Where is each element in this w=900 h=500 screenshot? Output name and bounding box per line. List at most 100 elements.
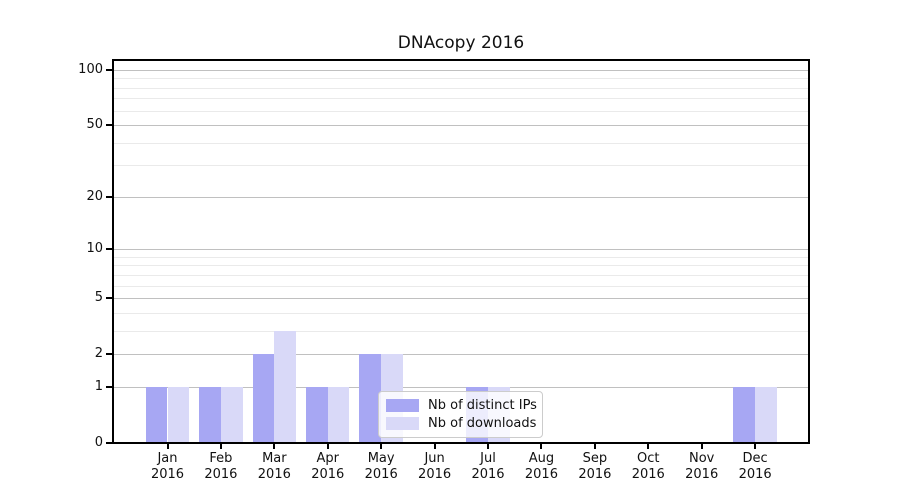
x-tick-year: 2016 [631, 467, 665, 482]
gridline-minor [114, 312, 808, 314]
x-tick-mark [273, 444, 276, 449]
x-tick-month: Sep [582, 451, 608, 466]
x-tick-label: Jan 2016 [138, 451, 198, 483]
legend: Nb of distinct IPs Nb of downloads [378, 391, 543, 438]
x-tick-year: 2016 [311, 467, 345, 482]
legend-item: Nb of downloads [386, 415, 537, 432]
x-tick-label: Apr 2016 [298, 451, 358, 483]
y-tick-label: 2 [94, 346, 103, 362]
x-tick-month: Nov [689, 451, 715, 466]
bar-distinct-ips [359, 354, 382, 442]
bar-distinct-ips [252, 354, 275, 442]
gridline-minor [114, 110, 808, 112]
x-tick-year: 2016 [418, 467, 452, 482]
chart-title: DNAcopy 2016 [397, 33, 525, 53]
legend-swatch-downloads [386, 417, 419, 430]
x-tick-month: May [367, 451, 395, 466]
bar-downloads [755, 386, 777, 442]
x-tick-label: Jul 2016 [458, 451, 518, 483]
x-tick-year: 2016 [471, 467, 505, 482]
x-tick-month: Oct [637, 451, 660, 466]
x-tick-label: Oct 2016 [618, 451, 678, 483]
gridline-minor [114, 330, 808, 332]
x-tick-year: 2016 [257, 467, 291, 482]
y-tick-label: 0 [94, 435, 103, 450]
legend-label: Nb of downloads [428, 416, 537, 431]
legend-label: Nb of distinct IPs [428, 398, 537, 413]
x-tick-month: Jul [480, 451, 496, 466]
x-tick-year: 2016 [150, 467, 185, 482]
x-tick-label: Aug 2016 [511, 451, 571, 483]
bar-distinct-ips [145, 386, 168, 442]
gridline-minor [114, 274, 808, 276]
x-tick-label: May 2016 [351, 451, 411, 483]
x-tick-mark [593, 444, 596, 449]
x-tick-mark [433, 444, 436, 449]
legend-swatch-distinct-ips [386, 399, 419, 412]
gridline-minor [114, 285, 808, 287]
y-tick-mark [106, 248, 112, 251]
gridline-minor [114, 78, 808, 80]
y-tick-mark [106, 124, 112, 127]
x-tick-label: Dec 2016 [725, 451, 785, 483]
x-tick-mark [647, 444, 650, 449]
x-tick-label: Mar 2016 [244, 451, 304, 483]
x-tick-month: Feb [209, 451, 233, 466]
x-tick-month: Apr [316, 451, 340, 466]
x-tick-year: 2016 [204, 467, 238, 482]
x-tick-year: 2016 [578, 467, 612, 482]
gridline-major [114, 298, 808, 300]
bar-downloads [327, 386, 350, 442]
y-tick-mark [106, 353, 112, 356]
gridline-minor [114, 142, 808, 144]
x-tick-year: 2016 [685, 467, 719, 482]
bar-downloads [220, 386, 243, 442]
x-tick-label: Sep 2016 [565, 451, 625, 483]
gridline-major [114, 125, 808, 127]
x-tick-label: Jun 2016 [405, 451, 465, 483]
x-tick-mark [380, 444, 383, 449]
y-tick-mark [106, 68, 112, 71]
gridline-minor [114, 87, 808, 89]
x-tick-month: Jun [424, 451, 445, 466]
x-tick-mark [326, 444, 329, 449]
x-tick-month: Mar [262, 451, 287, 466]
x-tick-mark [700, 444, 703, 449]
gridline-major [114, 354, 808, 356]
x-tick-label: Feb 2016 [191, 451, 251, 483]
bar-downloads [274, 330, 297, 442]
y-tick-mark [106, 385, 112, 388]
y-tick-mark [106, 195, 112, 198]
y-tick-label: 100 [78, 61, 103, 77]
gridline-minor [114, 265, 808, 267]
gridline-minor [114, 98, 808, 100]
x-tick-year: 2016 [738, 467, 772, 482]
gridline-minor [114, 256, 808, 258]
y-tick-label: 1 [94, 378, 103, 394]
plot-inner [114, 61, 808, 442]
x-tick-year: 2016 [524, 467, 558, 482]
gridline-minor [114, 165, 808, 167]
y-tick-mark [106, 297, 112, 300]
bar-distinct-ips [199, 386, 221, 442]
y-tick-mark [106, 442, 112, 444]
bar-downloads [167, 386, 190, 442]
gridline-major [114, 249, 808, 251]
x-tick-label: Nov 2016 [672, 451, 732, 483]
plot-area [112, 59, 810, 444]
y-tick-label: 50 [86, 117, 103, 133]
x-tick-mark [166, 444, 169, 449]
y-tick-label: 5 [94, 290, 103, 306]
x-tick-mark [487, 444, 490, 449]
x-tick-mark [754, 444, 757, 449]
y-tick-label: 20 [86, 188, 103, 204]
x-tick-month: Aug [528, 451, 555, 466]
x-tick-month: Jan [157, 451, 178, 466]
x-tick-month: Dec [742, 451, 768, 466]
gridline-major [114, 196, 808, 198]
x-tick-mark [219, 444, 222, 449]
y-tick-label: 10 [86, 241, 103, 257]
x-tick-year: 2016 [364, 467, 398, 482]
gridline-major [114, 69, 808, 71]
